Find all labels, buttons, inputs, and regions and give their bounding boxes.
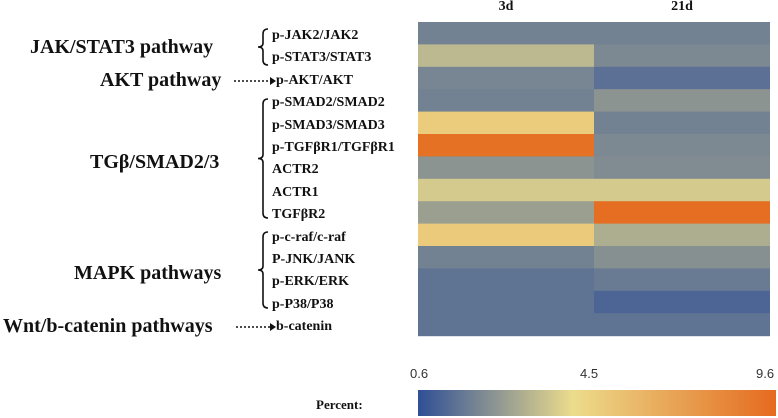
heatmap-cell [418,290,594,314]
row-label: ACTR1 [272,185,319,200]
heatmap-cell [418,178,594,202]
row-label: p-JAK2/JAK2 [272,28,359,43]
heatmap-cell [594,313,770,337]
row-label: ACTR2 [272,162,319,177]
legend-title: Percent: [316,397,363,412]
group-bracket [257,98,269,219]
column-label-21d: 21d [671,0,693,14]
heatmap-cell [594,268,770,292]
heatmap-cell [418,111,594,135]
heatmap-cell [594,223,770,247]
row-label: p-TGFβR1/TGFβR1 [272,140,395,155]
legend-tick-min: 0.6 [410,366,429,381]
row-label: p-SMAD2/SMAD2 [272,95,385,110]
row-label: p-ERK/ERK [272,274,350,289]
row-label: b-catenin [276,319,332,334]
heatmap-cell [594,134,770,157]
row-label: P-JNK/JANK [272,252,356,267]
group-label-wnt: Wnt/b-catenin pathways [3,315,213,337]
row-label: p-AKT/AKT [276,73,354,88]
legend-color-bar [418,390,776,416]
heatmap-cell [594,66,770,90]
group-bracket [257,231,269,309]
heatmap-cell [594,111,770,135]
heatmap-cell [594,89,770,113]
heatmap-cell [418,134,594,157]
row-label: p-SMAD3/SMAD3 [272,118,385,133]
arrow-head-icon [270,77,276,85]
row-label: p-STAT3/STAT3 [272,50,372,65]
group-bracket [257,28,269,66]
legend-gradient-rect [418,390,776,416]
heatmap-cell [594,290,770,314]
column-label-3d: 3d [498,0,514,14]
arrow-head-icon [270,323,276,331]
row-label: p-P38/P38 [272,297,334,312]
heatmap-cell [418,246,594,269]
row-label: p-c-raf/c-raf [272,230,346,245]
group-label-jak-stat3: JAK/STAT3 pathway [30,36,214,58]
legend-tick-max: 9.6 [756,366,775,381]
heatmap-cell [594,22,770,45]
heatmap-cell [418,156,594,180]
group-label-mapk: MAPK pathways [74,262,222,284]
heatmap-cell [418,22,594,45]
heatmap-cell [418,44,594,68]
heatmap-cell [594,246,770,269]
group-label-akt: AKT pathway [100,69,222,91]
row-label: TGFβR2 [272,207,326,222]
heatmap-cell [594,156,770,180]
legend-tick-mid: 4.5 [580,366,599,381]
heatmap-cell [418,268,594,292]
heatmap-cell [418,89,594,113]
heatmap-cell [418,201,594,225]
heatmap-cell [594,44,770,68]
heatmap-cell [594,178,770,202]
heatmap-cell [594,201,770,225]
heatmap-cell [418,313,594,337]
heatmap-cell [418,223,594,247]
group-label-tgfb-smad: TGβ/SMAD2/3 [90,151,220,173]
heatmap-cell [418,66,594,90]
